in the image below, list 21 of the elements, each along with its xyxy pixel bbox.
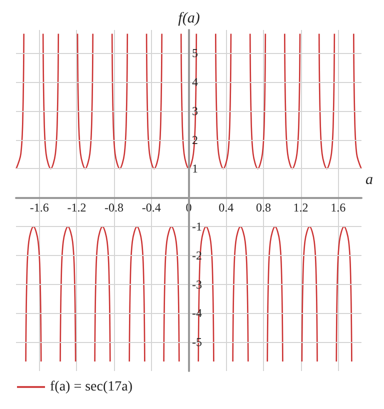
y-tick-label: 5 bbox=[192, 46, 198, 60]
x-tick-label: -1.6 bbox=[30, 200, 49, 215]
x-axis-title: a bbox=[366, 172, 373, 188]
y-tick-label: 4 bbox=[192, 75, 198, 90]
x-tick-label: 1.2 bbox=[293, 200, 308, 215]
x-tick-label: -1.2 bbox=[67, 200, 86, 215]
y-axis-title: f(a) bbox=[178, 10, 200, 26]
y-tick-label: 1 bbox=[192, 162, 198, 176]
y-tick-label: -1 bbox=[192, 220, 202, 234]
x-tick-label: 1.6 bbox=[330, 200, 346, 215]
y-tick-label: -3 bbox=[192, 277, 202, 292]
x-tick-label: 0.4 bbox=[218, 200, 234, 215]
legend-label: f(a) = sec(17a) bbox=[50, 380, 133, 394]
x-tick-label: -0.8 bbox=[104, 200, 124, 215]
y-tick-label: -2 bbox=[192, 248, 202, 262]
y-tick-label: 3 bbox=[192, 104, 198, 118]
y-tick-label: -5 bbox=[192, 335, 202, 350]
y-tick-label: 2 bbox=[192, 132, 198, 147]
x-tick-label: 0.8 bbox=[256, 200, 271, 215]
y-tick-label: -4 bbox=[192, 306, 202, 320]
x-tick-label: -0.4 bbox=[142, 200, 161, 215]
